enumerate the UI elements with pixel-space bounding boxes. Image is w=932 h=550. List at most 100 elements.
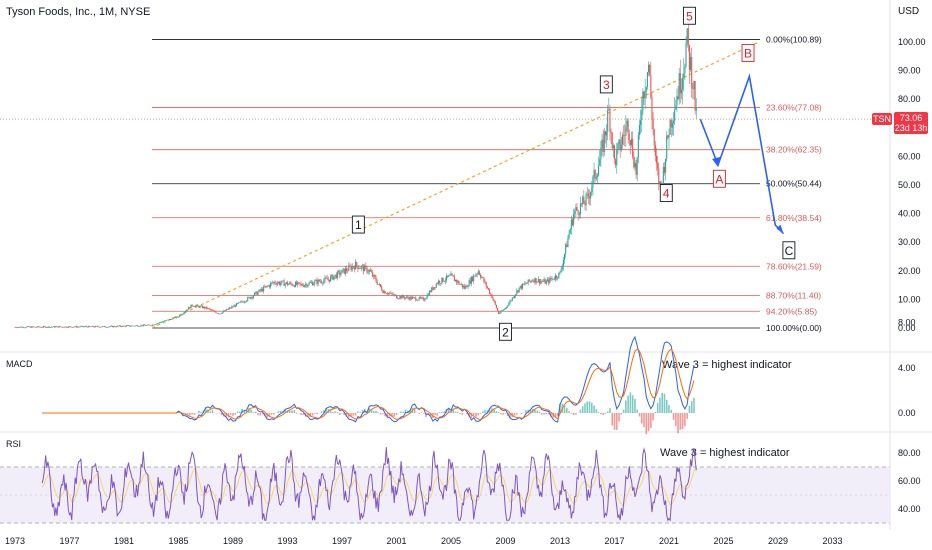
candle-body (32, 326, 34, 328)
macd-histogram-bar (479, 413, 482, 414)
time-tick-label: 1977 (59, 536, 79, 546)
candle-body (202, 306, 205, 309)
candle-body (240, 301, 242, 303)
candle-body (85, 326, 88, 327)
candle-body (688, 45, 690, 70)
candle-body (108, 326, 110, 328)
macd-histogram-bar (563, 405, 566, 413)
candle-body (313, 283, 315, 286)
candle-body (528, 279, 530, 282)
candle-body (566, 244, 568, 248)
candle-body (579, 203, 581, 215)
candle-body (431, 287, 433, 292)
candle-body (257, 291, 259, 295)
candle-body (682, 77, 684, 90)
wave-label-text: 2 (502, 325, 509, 339)
candle-body (591, 187, 593, 193)
candle-body (325, 277, 327, 279)
macd-histogram-bar (343, 413, 346, 416)
candle-body (433, 287, 435, 290)
wave-label-text: C (785, 244, 794, 258)
candle-body (114, 326, 116, 327)
macd-histogram-bar (459, 413, 461, 414)
candle-body (31, 326, 33, 328)
candle-body (618, 139, 620, 144)
candle-body (458, 281, 460, 285)
macd-histogram-bar (186, 413, 189, 415)
candle-body (383, 291, 385, 293)
candle-body (516, 290, 518, 295)
candle-body (672, 120, 675, 124)
fib-level-label: 61.80%(38.54) (766, 213, 822, 223)
candle-body (434, 287, 436, 288)
candle-body (286, 282, 289, 285)
candle-body (241, 301, 243, 302)
candle-body (485, 281, 487, 287)
macd-histogram-bar (556, 413, 559, 417)
macd-histogram-bar (400, 411, 402, 413)
macd-histogram-bar (606, 411, 609, 413)
candle-body (619, 139, 621, 151)
candle-body (576, 207, 578, 211)
candle-body (554, 275, 557, 280)
candle-body (326, 278, 328, 280)
candle-body (192, 305, 194, 307)
candle-body (66, 327, 68, 328)
candle-body (79, 326, 81, 328)
candle-body (540, 281, 542, 284)
candle-body (311, 282, 314, 286)
macd-histogram-bar (443, 411, 445, 413)
candle-body (593, 169, 595, 177)
candle-body (632, 138, 634, 157)
candle-body (377, 284, 379, 285)
macd-histogram-bar (675, 413, 677, 427)
candle-body (235, 303, 237, 307)
candle-body (385, 293, 387, 295)
candle-body (422, 297, 424, 299)
candle-body (317, 279, 319, 284)
macd-histogram-bar (595, 408, 598, 413)
wave-label-text: 4 (663, 187, 670, 201)
macd-histogram-bar (345, 413, 348, 417)
macd-histogram-bar (234, 413, 237, 415)
macd-histogram-bar (602, 413, 604, 415)
macd-histogram-bar (211, 410, 214, 413)
candle-body (690, 56, 692, 70)
candle-body (41, 327, 43, 328)
chart-title: Tyson Foods, Inc., 1M, NYSE (6, 6, 151, 18)
candle-body (266, 286, 268, 287)
candle-body (667, 135, 669, 138)
candle-body (685, 43, 687, 67)
candle-body (686, 28, 688, 44)
candle-body (217, 313, 219, 314)
candle-body (604, 131, 606, 136)
candle-body (459, 284, 461, 285)
candle-body (198, 305, 200, 308)
macd-histogram-bar (643, 413, 645, 428)
candle-body (493, 299, 495, 302)
candle-body (542, 281, 544, 282)
candle-body (199, 306, 201, 308)
candle-body (560, 269, 562, 272)
candle-body (65, 326, 67, 328)
price-tick-label: 100.00 (898, 37, 926, 47)
candle-body (435, 283, 437, 288)
macd-histogram-bar (668, 405, 670, 413)
candle-body (536, 281, 538, 283)
signal-line (42, 348, 695, 420)
wave-label-text: B (744, 46, 752, 60)
macd-histogram-bar (191, 413, 193, 415)
candle-body (277, 282, 279, 284)
candle-body (352, 266, 354, 268)
macd-histogram (177, 392, 695, 435)
candle-body (586, 193, 588, 195)
macd-histogram-bar (588, 401, 591, 413)
candle-body (410, 296, 412, 299)
candle-body (395, 295, 398, 299)
macd-histogram-bar (497, 411, 500, 413)
macd-histogram-bar (329, 409, 332, 413)
candle-body (517, 290, 519, 292)
candle-body (445, 275, 448, 281)
candle-body (47, 326, 49, 328)
